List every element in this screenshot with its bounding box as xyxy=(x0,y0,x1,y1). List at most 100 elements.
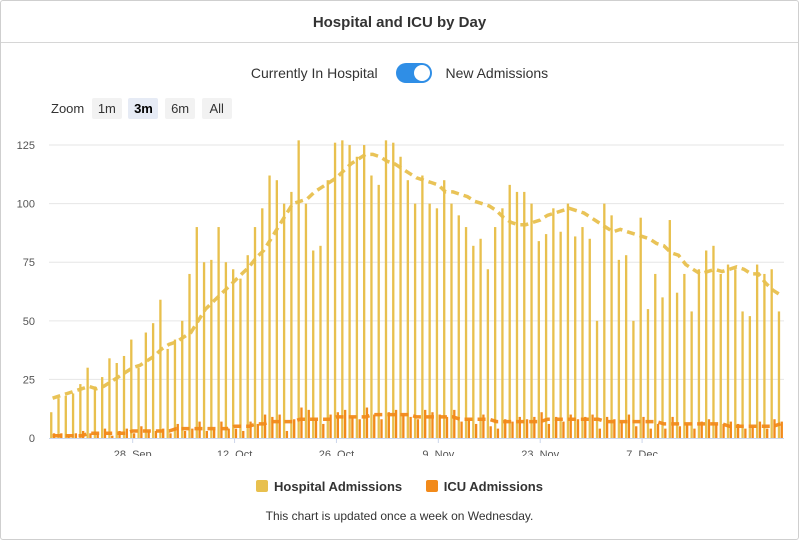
icu-admissions-bar xyxy=(387,412,390,438)
hospital-admissions-bar xyxy=(457,215,460,438)
hospital-admissions-bar xyxy=(661,297,664,438)
icu-admissions-bar xyxy=(598,428,601,438)
y-tick-label: 50 xyxy=(23,316,35,328)
icu-admissions-bar xyxy=(504,419,507,438)
icu-admissions-bar xyxy=(322,423,325,438)
hospital-admissions-bar xyxy=(574,236,577,438)
hospital-admissions-bar xyxy=(755,264,759,438)
x-tick-label: 9. Nov xyxy=(422,449,454,456)
hospital-admissions-bar xyxy=(552,208,555,438)
icu-admissions-bar xyxy=(474,423,478,438)
icu-admissions-bar xyxy=(635,426,638,438)
legend-item-icu[interactable]: ICU Admissions xyxy=(425,479,543,494)
icu-admissions-bar xyxy=(227,428,230,438)
hospital-admissions-bar xyxy=(304,203,308,438)
icu-admissions-bar xyxy=(271,416,274,438)
hospital-admissions-bar xyxy=(683,273,686,438)
icu-admissions-bar xyxy=(314,419,318,438)
y-tick-label: 125 xyxy=(17,140,35,152)
hospital-admissions-bar xyxy=(166,348,169,438)
hospital-admissions-bar xyxy=(501,208,504,438)
y-tick-label: 100 xyxy=(17,199,35,211)
y-tick-label: 75 xyxy=(23,257,35,269)
hospital-admissions-bar xyxy=(144,332,148,438)
hospital-admissions-bar xyxy=(151,323,155,438)
hospital-admissions-bar xyxy=(763,273,766,438)
icu-admissions-bar xyxy=(460,421,463,438)
icu-admissions-bar xyxy=(489,426,492,438)
icu-admissions-bar xyxy=(358,419,361,438)
hospital-admissions-bar xyxy=(137,367,140,438)
x-tick-label: 28. Sep xyxy=(114,449,152,456)
hospital-admissions-bar xyxy=(64,395,67,438)
icu-admissions-bar xyxy=(780,421,783,438)
legend-swatch-hospital xyxy=(256,480,269,492)
hospital-admissions-bar xyxy=(130,339,133,438)
icu-admissions-bar xyxy=(242,430,245,438)
icu-admissions-bar xyxy=(496,428,500,438)
icu-admissions-bar xyxy=(424,409,427,438)
view-toggle: Currently In Hospital New Admissions xyxy=(1,63,798,83)
hospital-admissions-bar xyxy=(210,259,213,438)
zoom-button-1m[interactable]: 1m xyxy=(91,98,122,119)
icu-admissions-bar xyxy=(365,407,369,438)
icu-admissions-bar xyxy=(336,412,340,438)
icu-admissions-bar xyxy=(351,416,354,438)
icu-admissions-bar xyxy=(60,433,63,438)
icu-admissions-bar xyxy=(169,433,172,438)
icu-admissions-bar xyxy=(649,428,652,438)
view-toggle-switch[interactable] xyxy=(395,63,432,83)
toggle-knob xyxy=(413,65,430,81)
zoom-button-6m[interactable]: 6m xyxy=(165,98,196,119)
hospital-admissions-bar xyxy=(122,355,126,438)
hospital-admissions-bar xyxy=(173,339,177,438)
icu-admissions-bar xyxy=(300,407,303,438)
hospital-admissions-bar xyxy=(413,203,417,438)
hospital-admissions-bar xyxy=(515,191,519,438)
x-tick-label: 12. Oct xyxy=(217,449,252,456)
icu-admissions-bar xyxy=(416,419,420,438)
hospital-admissions-bar xyxy=(195,227,198,438)
hospital-admissions-bar xyxy=(443,180,446,438)
hospital-admissions-bar xyxy=(319,245,322,438)
icu-admissions-bar xyxy=(715,423,718,438)
hospital-admissions-bar xyxy=(253,227,257,438)
icu-admissions-bar xyxy=(285,430,289,438)
icu-admissions-bar xyxy=(605,416,609,438)
hospital-admissions-bar xyxy=(566,203,570,438)
hospital-admissions-bar xyxy=(493,227,497,438)
toggle-right-label[interactable]: New Admissions xyxy=(445,65,549,81)
icu-admissions-bar xyxy=(773,419,776,438)
icu-admissions-bar xyxy=(147,430,150,438)
hospital-admissions-bar xyxy=(239,278,242,438)
icu-admissions-bar xyxy=(140,426,143,438)
legend-item-hospital[interactable]: Hospital Admissions xyxy=(256,479,402,494)
icu-admissions-bar xyxy=(154,430,158,438)
legend-label-hospital: Hospital Admissions xyxy=(274,479,403,494)
hospital-admissions-bar xyxy=(224,262,228,438)
hospital-admissions-bar xyxy=(435,208,439,438)
hospital-admissions-bar xyxy=(290,191,293,438)
hospital-admissions-bar xyxy=(646,309,650,438)
icu-admissions-bar xyxy=(656,423,660,438)
icu-admissions-bar xyxy=(569,414,572,438)
hospital-admissions-bar xyxy=(50,412,53,438)
icu-admissions-bar xyxy=(176,423,179,438)
icu-admissions-bar xyxy=(766,428,769,438)
hospital-admissions-bar xyxy=(188,273,191,438)
hospital-admissions-bar xyxy=(57,398,60,438)
hospital-admissions-bar xyxy=(71,393,75,438)
hospital-admissions-bar xyxy=(770,269,773,438)
toggle-left-label[interactable]: Currently In Hospital xyxy=(250,65,378,81)
icu-admissions-bar xyxy=(584,416,587,438)
zoom-button-3m[interactable]: 3m xyxy=(128,98,159,119)
hospital-admissions-bar xyxy=(268,175,271,438)
icu-admissions-bar xyxy=(307,409,310,438)
hospital-admissions-bar xyxy=(523,191,526,438)
icu-admissions-bar xyxy=(467,419,471,438)
icu-admissions-bar xyxy=(373,414,376,438)
hospital-admissions-bar xyxy=(734,269,737,438)
zoom-button-all[interactable]: All xyxy=(201,98,232,119)
icu-admissions-bar xyxy=(205,430,209,438)
icu-admissions-bar xyxy=(642,416,645,438)
